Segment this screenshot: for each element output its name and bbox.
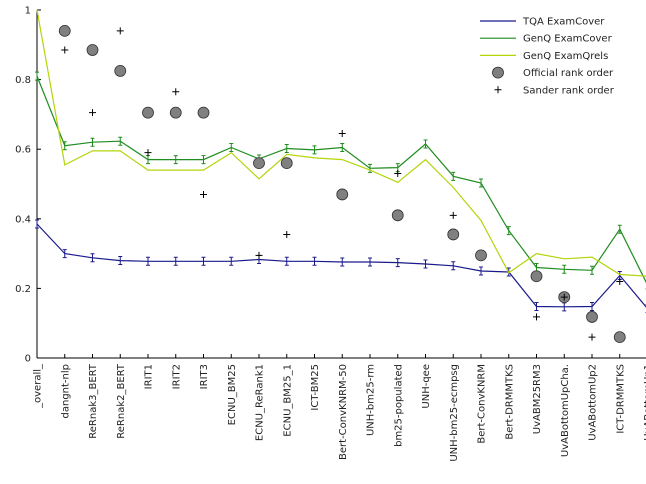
- rank-plus-marker: [172, 88, 179, 95]
- rank-circle-marker: [337, 189, 348, 200]
- rank-plus-marker: [394, 170, 401, 177]
- legend-item-tqa-examcover: TQA ExamCover: [480, 17, 605, 28]
- legend-item-official-rank-order: Official rank order: [493, 67, 615, 79]
- rank-plus-marker: [450, 212, 457, 219]
- x-tick-label: UNH-bm25-ecmpsg: [449, 364, 460, 462]
- x-tick-label: IRIT2: [171, 364, 182, 389]
- rank-plus-marker: [533, 313, 540, 320]
- rank-plus-marker: [89, 109, 96, 116]
- rank-circle-marker: [392, 210, 403, 221]
- x-tick-label: Bert-ConvKNRM-50: [338, 364, 349, 460]
- legend-swatch: [493, 67, 504, 78]
- rank-circle-marker: [198, 107, 209, 118]
- y-tick-label: 0: [25, 354, 31, 365]
- rank-plus-marker: [145, 149, 152, 156]
- rank-circle-marker: [476, 250, 487, 261]
- rank-circle-marker: [170, 107, 181, 118]
- x-tick-label: _overall_: [33, 363, 44, 409]
- x-tick-label: IRIT1: [144, 364, 155, 389]
- legend-label: Official rank order: [523, 68, 614, 79]
- rank-circle-marker: [448, 229, 459, 240]
- legend-item-sander-rank-order: Sander rank order: [495, 85, 615, 96]
- x-tick-label: ICT-DRMMTKS: [615, 364, 626, 434]
- x-tick-label: ICT-BM25: [310, 364, 321, 411]
- y-tick-label: 1: [25, 6, 31, 17]
- x-tick-label: UvABottomUp2: [588, 364, 599, 441]
- rank-plus-marker: [117, 27, 124, 34]
- x-tick-label: IRIT3: [199, 364, 210, 389]
- rank-circle-marker: [59, 25, 70, 36]
- x-tick-label: Bert-ConvKNRM: [477, 364, 488, 444]
- legend-item-genq-examcover: GenQ ExamCover: [480, 34, 613, 45]
- x-tick-label: ReRnak2_BERT: [116, 363, 127, 439]
- rank-plus-marker: [61, 47, 68, 54]
- rank-circle-marker: [115, 65, 126, 76]
- legend-item-genq-examqrels: GenQ ExamQrels: [480, 51, 608, 62]
- x-tick-label: UNH-qee: [421, 364, 432, 409]
- x-tick-label: UvABottomUpCha.: [560, 364, 571, 457]
- y-tick-label: 0.4: [15, 214, 31, 225]
- y-tick-label: 0.8: [15, 75, 31, 86]
- legend-swatch: [495, 86, 502, 93]
- rank-circle-marker: [281, 158, 292, 169]
- legend-label: GenQ ExamQrels: [523, 51, 608, 62]
- x-tick-label: UNH-bm25-rm: [366, 364, 377, 436]
- rank-circle-marker: [254, 158, 265, 169]
- rank-circle-marker: [87, 45, 98, 56]
- error-bar: [424, 140, 428, 148]
- rank-plus-marker: [339, 130, 346, 137]
- rank-plus-marker: [256, 252, 263, 259]
- x-tick-label: UvABM25RM3: [532, 364, 543, 434]
- series-line-genq-examcover: [37, 76, 646, 285]
- x-tick-label: dangnt-nlp: [60, 364, 71, 419]
- series-tqa-examcover: [35, 220, 646, 313]
- rank-circle-marker: [531, 271, 542, 282]
- rank-circle-marker: [614, 332, 625, 343]
- legend-label: GenQ ExamCover: [523, 34, 613, 45]
- rank-circle-marker: [143, 107, 154, 118]
- rank-circle-marker: [587, 311, 598, 322]
- x-tick-label: ECNU_BM25_1: [282, 364, 293, 437]
- rank-plus-marker: [200, 191, 207, 198]
- x-tick-label: Bert-DRMMTKS: [504, 364, 515, 440]
- legend-label: TQA ExamCover: [522, 17, 605, 28]
- legend-label: Sander rank order: [523, 85, 615, 96]
- y-tick-label: 0.2: [15, 284, 31, 295]
- legend: TQA ExamCover GenQ ExamCover GenQ ExamQrel…: [480, 17, 615, 97]
- y-tick-label: 0.6: [15, 145, 31, 156]
- rank-plus-marker: [589, 334, 596, 341]
- x-tick-label: ReRnak3_BERT: [88, 363, 99, 439]
- x-tick-label: bm25-populated: [393, 364, 404, 447]
- rank-plus-marker: [283, 231, 290, 238]
- error-bar: [35, 220, 39, 228]
- x-tick-label: ECNU_BM25: [227, 364, 238, 425]
- x-tick-label: ECNU_ReRank1: [255, 364, 266, 441]
